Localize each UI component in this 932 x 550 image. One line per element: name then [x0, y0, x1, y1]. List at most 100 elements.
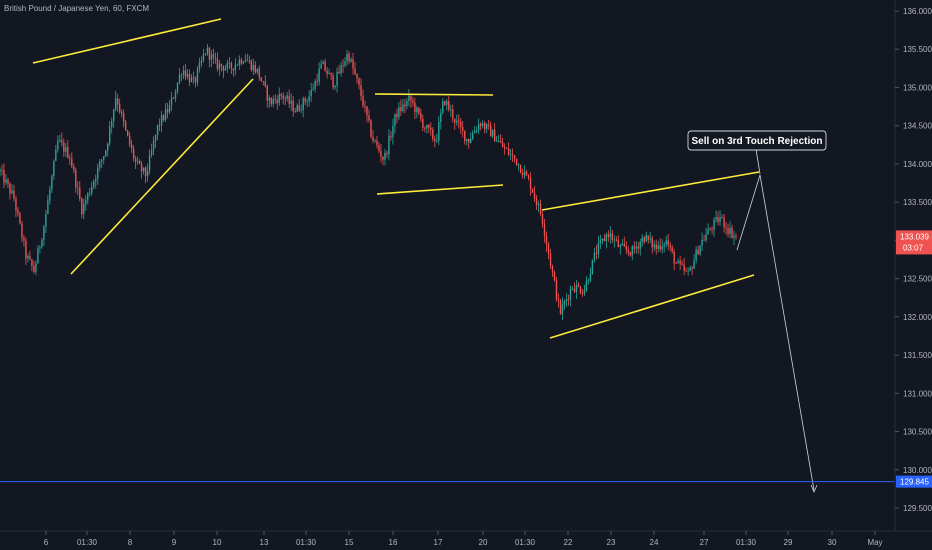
candle-body: [643, 237, 645, 242]
candle-body: [222, 66, 225, 71]
candle-body: [673, 251, 675, 264]
candle-body: [579, 287, 582, 294]
candle-body: [194, 77, 197, 83]
candle-body: [264, 81, 266, 87]
price-tick-label: 130.000: [903, 466, 932, 475]
candle-body: [232, 68, 235, 71]
candle-body: [180, 74, 183, 76]
candle-body: [555, 280, 558, 300]
candle-body: [511, 154, 514, 156]
candle-body: [487, 124, 490, 126]
candle-body: [569, 288, 572, 300]
candle-body: [350, 59, 352, 62]
candle-body: [631, 246, 633, 256]
candle-body: [719, 217, 721, 222]
time-tick-label: 10: [213, 538, 222, 547]
candle-body: [597, 243, 600, 254]
trendline-flag-upper: [374, 93, 494, 96]
candle-body: [581, 293, 584, 294]
candle-body: [107, 143, 109, 151]
candle-body: [61, 140, 63, 143]
candle-body: [533, 192, 536, 199]
projection-line: [736, 174, 815, 491]
candle-body: [306, 101, 308, 103]
candle-body: [55, 149, 57, 162]
projection-arrowhead: [810, 484, 818, 494]
candle-body: [513, 155, 516, 159]
candle-body: [567, 299, 570, 300]
last-price-tag: [896, 230, 932, 255]
candle-body: [679, 260, 681, 264]
candle-body: [595, 252, 598, 254]
candle-body: [653, 244, 655, 248]
candle-body: [11, 190, 13, 194]
candle-body: [545, 235, 548, 245]
price-tick-label: 135.000: [903, 83, 932, 92]
target-price-label: 129.845: [900, 478, 929, 487]
candle-body: [515, 158, 518, 166]
candle-body: [9, 183, 11, 194]
candle-body: [723, 217, 725, 228]
candle-body: [613, 239, 616, 241]
time-tick-label: 17: [434, 538, 443, 547]
candle-body: [79, 187, 81, 199]
time-tick-label: May: [867, 538, 882, 547]
candle-body: [360, 85, 362, 97]
candle-body: [721, 217, 723, 218]
trendlines-layer: Sell on 3rd Touch Rejection: [0, 18, 895, 494]
candle-body: [458, 120, 460, 122]
candle-body: [344, 61, 346, 66]
trendline-rising-channel-upper: [32, 18, 222, 64]
candle-body: [202, 54, 205, 61]
candle-body: [49, 189, 51, 201]
candle-body: [418, 107, 420, 114]
candle-body: [238, 59, 241, 65]
candle-body: [31, 259, 33, 267]
candle-body: [474, 131, 476, 134]
candle-body: [214, 57, 217, 59]
candle-body: [110, 121, 113, 127]
candle-body: [93, 181, 95, 187]
candle-body: [142, 167, 145, 172]
candle-body: [97, 167, 99, 179]
candle-body: [440, 112, 442, 123]
time-tick-label: 01:30: [77, 538, 98, 547]
target-price-tag: [896, 475, 932, 488]
candle-body: [302, 98, 304, 111]
candle-body: [63, 142, 65, 152]
time-tick-label: 13: [260, 538, 269, 547]
trendline-flag-lower: [376, 184, 504, 195]
candle-body: [619, 245, 622, 248]
candle-body: [228, 63, 231, 64]
candle-body: [464, 130, 466, 142]
time-tick-label: 22: [564, 538, 573, 547]
candle-body: [292, 100, 294, 112]
candle-body: [661, 246, 663, 250]
candle-body: [208, 47, 211, 60]
candle-body: [132, 148, 135, 159]
candle-body: [394, 113, 396, 127]
candle-body: [170, 98, 173, 106]
candle-body: [330, 72, 332, 76]
candle-body: [517, 164, 520, 166]
candle-body: [380, 151, 382, 157]
callout-text: Sell on 3rd Touch Rejection: [692, 136, 823, 147]
candle-body: [122, 113, 125, 122]
candle-body: [382, 156, 384, 160]
candle-body: [234, 64, 237, 71]
candle-body: [178, 74, 181, 83]
candle-body: [491, 129, 494, 137]
price-tick-label: 130.500: [903, 428, 932, 437]
candle-body: [479, 123, 482, 127]
candle-body: [675, 263, 677, 265]
candle-body: [240, 59, 243, 64]
candle-body: [21, 223, 23, 239]
symbol-title: British Pound / Japanese Yen, 60, FXCM: [4, 4, 149, 13]
candle-body: [368, 115, 370, 121]
candle-body: [446, 101, 448, 105]
candle-body: [320, 64, 322, 69]
candle-body: [77, 187, 79, 189]
